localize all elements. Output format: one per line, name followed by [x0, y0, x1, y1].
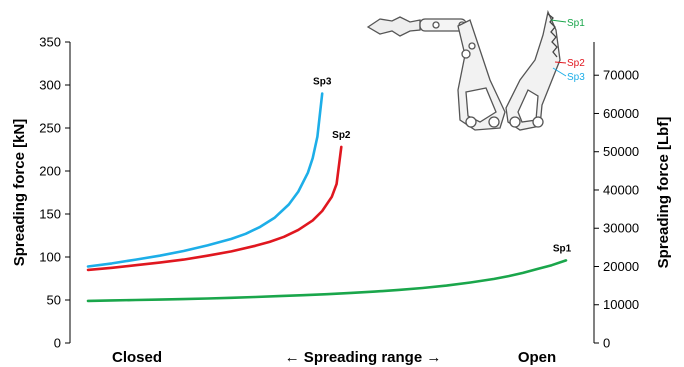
- illustration-label-sp1: Sp1: [567, 18, 585, 29]
- tool-pin: [488, 116, 500, 128]
- y2-tick-label: 50000: [603, 144, 639, 159]
- tool-right-jaw: [505, 9, 561, 131]
- tool-right-jaw-cutout: [517, 89, 539, 123]
- y-axis-title: Spreading force [kN]: [11, 119, 28, 267]
- y-tick-label: 300: [39, 78, 61, 93]
- illustration-label-sp3: Sp3: [567, 72, 585, 83]
- y2-tick-label: 30000: [603, 221, 639, 236]
- series-line-sp2: [86, 145, 343, 272]
- y2-axis-title: Spreading force [Lbf]: [655, 117, 672, 269]
- illustration-label-sp2: Sp2: [567, 58, 585, 69]
- y-tick-label: 250: [39, 121, 61, 136]
- y2-tick-label: 10000: [603, 297, 639, 312]
- y2-tick-label: 20000: [603, 259, 639, 274]
- illustration-labels: Sp1 Sp2 Sp3: [567, 18, 585, 83]
- y2-tick-label: 60000: [603, 106, 639, 121]
- tool-pin: [509, 116, 521, 128]
- series-lines: [86, 92, 568, 303]
- sp2-pointer: [554, 61, 567, 64]
- sp3-pointer: [552, 67, 567, 77]
- series-end-labels: Sp1 Sp2 Sp3: [313, 77, 572, 255]
- tool-handle: [366, 16, 421, 37]
- tool-pin: [465, 116, 477, 128]
- series-label-sp1: Sp1: [553, 243, 572, 254]
- tool-left-jaw-cutout: [465, 87, 497, 123]
- tool-pin: [532, 116, 544, 128]
- y-tick-label: 50: [47, 293, 61, 308]
- sp1-pointer: [550, 19, 567, 23]
- x-axis-title: ← Spreading range →: [285, 349, 442, 366]
- spreader-tool-illustration: [366, 9, 567, 131]
- y-tick-label: 200: [39, 164, 61, 179]
- series-line-sp1: [86, 259, 568, 303]
- tool-pin: [461, 49, 471, 59]
- series-label-sp3: Sp3: [313, 77, 332, 88]
- y-tick-label: 0: [54, 336, 61, 351]
- axes: 0 50 100 150 200 250 300 350 0 10000 20000 30000 400…: [11, 35, 672, 367]
- series-label-sp2: Sp2: [332, 130, 351, 141]
- x-label-closed: Closed: [112, 349, 162, 366]
- y-tick-label: 100: [39, 250, 61, 265]
- y-tick-label: 350: [39, 35, 61, 50]
- x-label-open: Open: [518, 349, 556, 366]
- y2-tick-label: 0: [603, 336, 610, 351]
- tool-pin: [432, 21, 440, 29]
- y-tick-label: 150: [39, 207, 61, 222]
- y2-tick-label: 40000: [603, 182, 639, 197]
- series-line-sp3: [86, 92, 324, 268]
- y2-tick-label: 70000: [603, 68, 639, 83]
- tool-pin: [468, 42, 476, 50]
